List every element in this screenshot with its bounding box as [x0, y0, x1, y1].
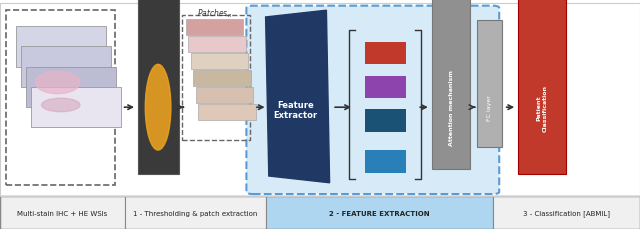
FancyBboxPatch shape [365, 76, 406, 99]
Text: Patches$_n$: Patches$_n$ [197, 8, 232, 20]
Text: Feature
Extractor: Feature Extractor [274, 100, 317, 120]
Text: Attention mechanism: Attention mechanism [449, 70, 454, 145]
Text: 1 - Thresholding & patch extraction: 1 - Thresholding & patch extraction [133, 210, 257, 216]
FancyBboxPatch shape [193, 71, 251, 86]
FancyBboxPatch shape [198, 104, 256, 120]
FancyBboxPatch shape [191, 54, 248, 70]
FancyBboxPatch shape [186, 20, 243, 36]
Text: ...: ... [380, 144, 390, 154]
FancyBboxPatch shape [266, 196, 493, 229]
FancyBboxPatch shape [188, 37, 246, 53]
FancyBboxPatch shape [125, 196, 266, 229]
Ellipse shape [35, 72, 80, 94]
FancyBboxPatch shape [477, 21, 502, 147]
FancyBboxPatch shape [518, 0, 566, 174]
Ellipse shape [42, 99, 80, 112]
Text: Multi-stain IHC + HE WSIs: Multi-stain IHC + HE WSIs [17, 210, 108, 216]
FancyBboxPatch shape [365, 43, 406, 65]
FancyBboxPatch shape [138, 0, 179, 174]
FancyBboxPatch shape [246, 7, 499, 194]
FancyBboxPatch shape [432, 0, 470, 169]
FancyBboxPatch shape [26, 67, 116, 108]
FancyBboxPatch shape [196, 87, 253, 103]
FancyBboxPatch shape [16, 27, 106, 67]
FancyBboxPatch shape [21, 47, 111, 87]
FancyBboxPatch shape [493, 196, 640, 229]
FancyBboxPatch shape [365, 110, 406, 132]
Text: FC layer: FC layer [487, 95, 492, 121]
FancyBboxPatch shape [31, 87, 121, 128]
Text: 2 - FEATURE EXTRACTION: 2 - FEATURE EXTRACTION [329, 210, 429, 216]
Ellipse shape [145, 65, 171, 150]
Polygon shape [266, 11, 330, 183]
FancyBboxPatch shape [365, 150, 406, 173]
Text: 3 - Classification [ABMIL]: 3 - Classification [ABMIL] [523, 209, 610, 216]
FancyBboxPatch shape [0, 196, 125, 229]
Text: Patient
Classification: Patient Classification [537, 84, 547, 131]
